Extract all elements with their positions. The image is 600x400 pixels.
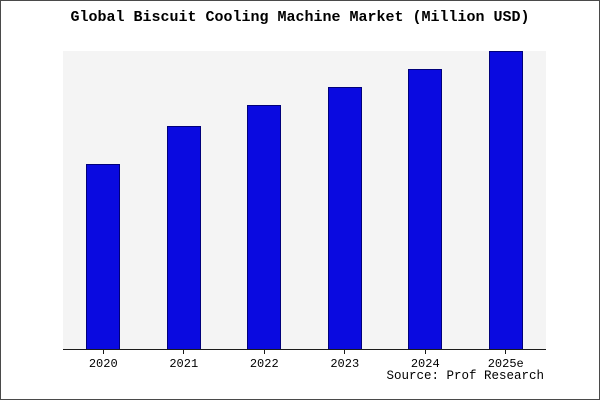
bar-2024 xyxy=(408,68,443,349)
plot-area xyxy=(63,51,546,350)
x-tick-label: 2022 xyxy=(249,357,279,371)
x-tick-label: 2025e xyxy=(487,357,524,371)
bars-container xyxy=(63,51,546,349)
x-axis-labels: 2020 2021 2022 2023 2024 2025e xyxy=(63,357,546,371)
x-tick-mark xyxy=(344,350,346,354)
bar-2021 xyxy=(166,125,201,349)
x-tick-mark xyxy=(505,350,507,354)
x-axis-ticks xyxy=(63,350,546,354)
tick-slot xyxy=(63,350,144,354)
bar-slot xyxy=(385,51,466,349)
x-tick-label: 2024 xyxy=(410,357,440,371)
x-tick-mark xyxy=(263,350,265,354)
bar-slot xyxy=(466,51,547,349)
x-tick-label: 2021 xyxy=(169,357,199,371)
bar-2023 xyxy=(327,86,362,349)
bar-slot xyxy=(305,51,386,349)
tick-slot xyxy=(144,350,225,354)
tick-slot xyxy=(385,350,466,354)
chart-title: Global Biscuit Cooling Machine Market (M… xyxy=(70,9,530,26)
x-tick-label: 2023 xyxy=(330,357,360,371)
x-tick-mark xyxy=(183,350,185,354)
bar-2022 xyxy=(247,104,282,349)
x-tick-mark xyxy=(424,350,426,354)
source-note: Source: Prof Research xyxy=(386,369,544,383)
bar-slot xyxy=(144,51,225,349)
tick-slot xyxy=(305,350,386,354)
bar-2020 xyxy=(86,164,121,349)
bar-slot xyxy=(63,51,144,349)
x-tick-label: 2020 xyxy=(88,357,118,371)
x-tick-mark xyxy=(102,350,104,354)
bar-2025e xyxy=(488,51,523,349)
tick-slot xyxy=(466,350,547,354)
tick-slot xyxy=(224,350,305,354)
bar-slot xyxy=(224,51,305,349)
